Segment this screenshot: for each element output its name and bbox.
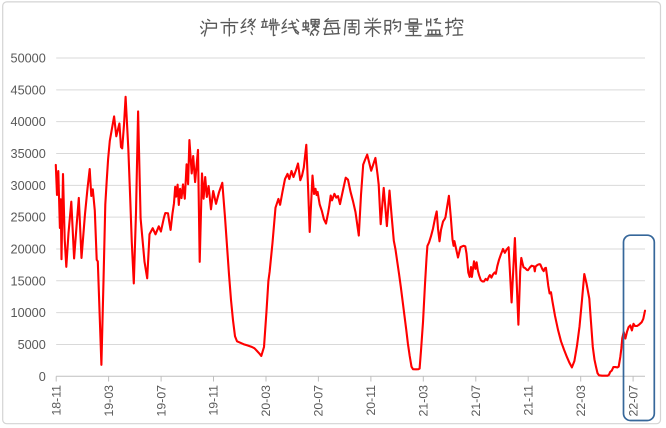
svg-text:19-07: 19-07	[154, 385, 168, 417]
svg-text:22-03: 22-03	[574, 385, 588, 417]
svg-text:45000: 45000	[11, 83, 46, 97]
svg-text:25000: 25000	[11, 211, 46, 225]
svg-text:21-11: 21-11	[521, 385, 535, 416]
svg-text:22-07: 22-07	[626, 385, 640, 417]
svg-text:18-11: 18-11	[49, 385, 63, 416]
svg-text:10000: 10000	[11, 306, 46, 320]
svg-text:30000: 30000	[11, 179, 46, 193]
svg-text:21-07: 21-07	[469, 385, 483, 417]
svg-text:20-11: 20-11	[364, 385, 378, 416]
svg-text:35000: 35000	[11, 147, 46, 161]
svg-text:40000: 40000	[11, 115, 46, 129]
svg-text:5000: 5000	[18, 338, 46, 352]
svg-text:19-03: 19-03	[102, 385, 116, 417]
svg-text:50000: 50000	[11, 52, 46, 66]
svg-text:20-07: 20-07	[312, 385, 326, 417]
svg-text:20-03: 20-03	[259, 385, 273, 417]
svg-text:0: 0	[39, 370, 46, 384]
svg-text:15000: 15000	[11, 274, 46, 288]
svg-text:19-11: 19-11	[207, 385, 221, 416]
svg-text:21-03: 21-03	[417, 385, 431, 417]
svg-text:20000: 20000	[11, 243, 46, 257]
